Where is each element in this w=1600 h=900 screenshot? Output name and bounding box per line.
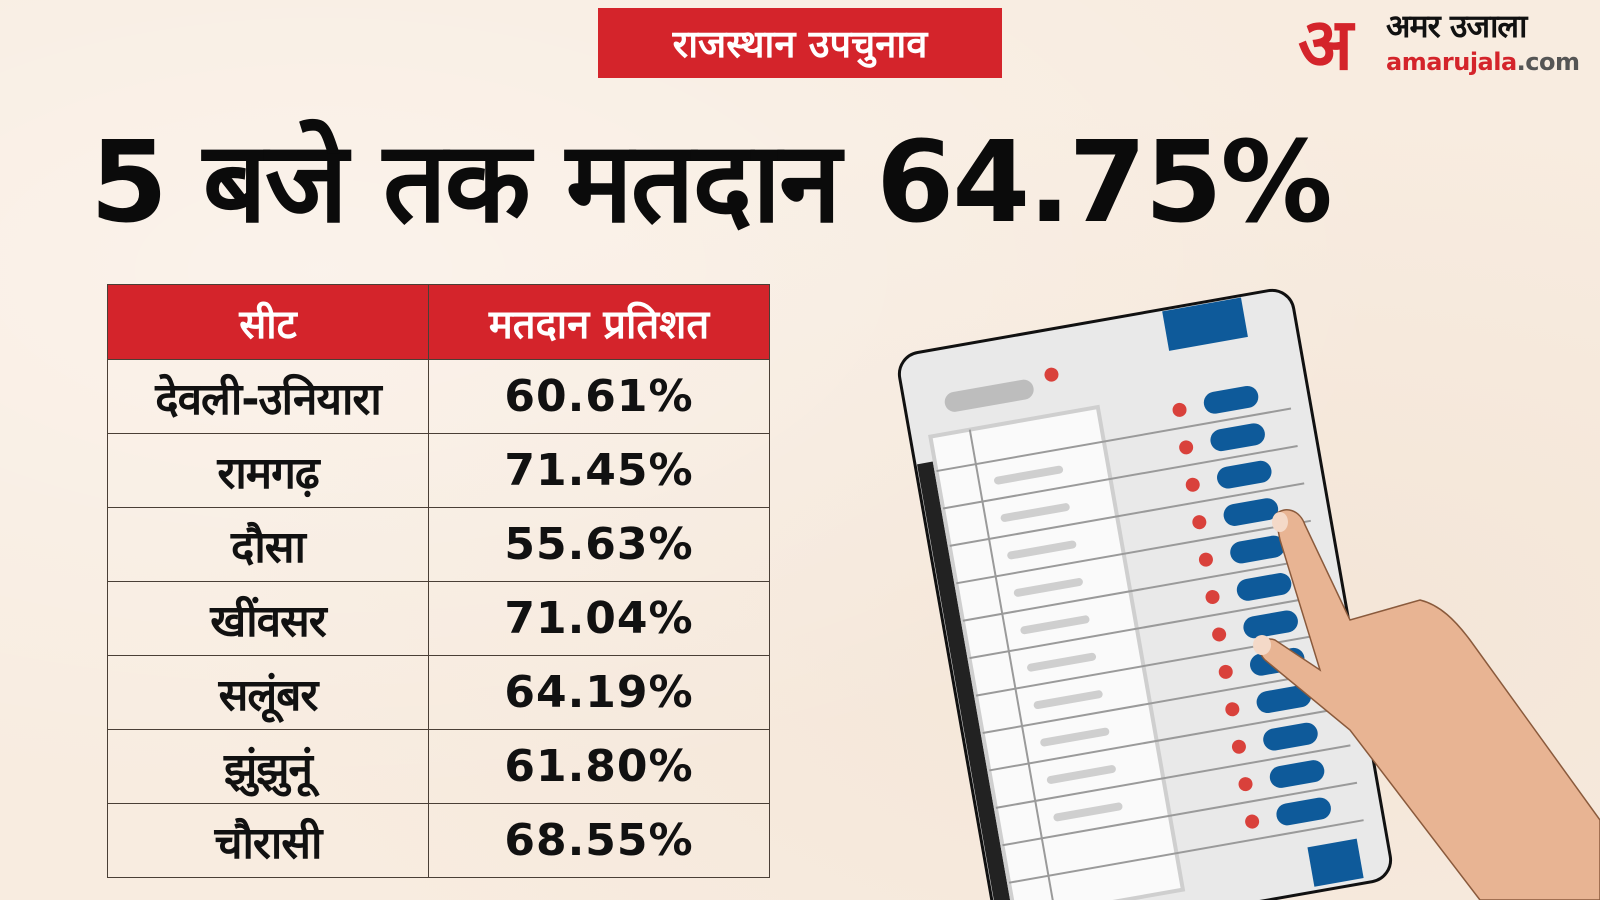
- header-seat: सीट: [107, 284, 429, 360]
- seat-name: रामगढ़: [107, 433, 429, 508]
- table-row: रामगढ़ 71.45%: [107, 433, 770, 508]
- seat-name: देवली-उनियारा: [107, 359, 429, 434]
- seat-name: दौसा: [107, 507, 429, 582]
- headline: 5 बजे तक मतदान 64.75%: [90, 118, 1333, 248]
- seat-name: चौरासी: [107, 803, 429, 878]
- seat-name: झुंझुनूं: [107, 729, 429, 804]
- turnout-value: 71.45%: [428, 433, 770, 508]
- table-header-row: सीट मतदान प्रतिशत: [107, 284, 770, 360]
- turnout-value: 55.63%: [428, 507, 770, 582]
- header-turnout: मतदान प्रतिशत: [428, 284, 770, 360]
- logo-name-hindi: अमर उजाला: [1386, 7, 1527, 45]
- amar-ujala-logo[interactable]: अ अमर उजाला amarujala.com: [1298, 4, 1598, 84]
- seat-name: खींवसर: [107, 581, 429, 656]
- table-row: दौसा 55.63%: [107, 507, 770, 582]
- table-row: झुंझुनूं 61.80%: [107, 729, 770, 804]
- table-row: चौरासी 68.55%: [107, 803, 770, 878]
- table-row: सलूंबर 64.19%: [107, 655, 770, 730]
- turnout-value: 71.04%: [428, 581, 770, 656]
- turnout-value: 68.55%: [428, 803, 770, 878]
- logo-mark-icon: अ: [1298, 2, 1354, 86]
- logo-url: amarujala.com: [1386, 48, 1580, 76]
- table-row: देवली-उनियारा 60.61%: [107, 359, 770, 434]
- category-tag: राजस्थान उपचुनाव: [598, 8, 1002, 78]
- category-tag-label: राजस्थान उपचुनाव: [672, 22, 928, 66]
- turnout-value: 60.61%: [428, 359, 770, 434]
- evm-machine-icon: [897, 288, 1393, 900]
- seat-name: सलूंबर: [107, 655, 429, 730]
- turnout-table: सीट मतदान प्रतिशत देवली-उनियारा 60.61% र…: [107, 284, 770, 878]
- turnout-value: 61.80%: [428, 729, 770, 804]
- table-row: खींवसर 71.04%: [107, 581, 770, 656]
- evm-illustration: [897, 288, 1600, 900]
- turnout-value: 64.19%: [428, 655, 770, 730]
- hand-icon: [1253, 509, 1600, 900]
